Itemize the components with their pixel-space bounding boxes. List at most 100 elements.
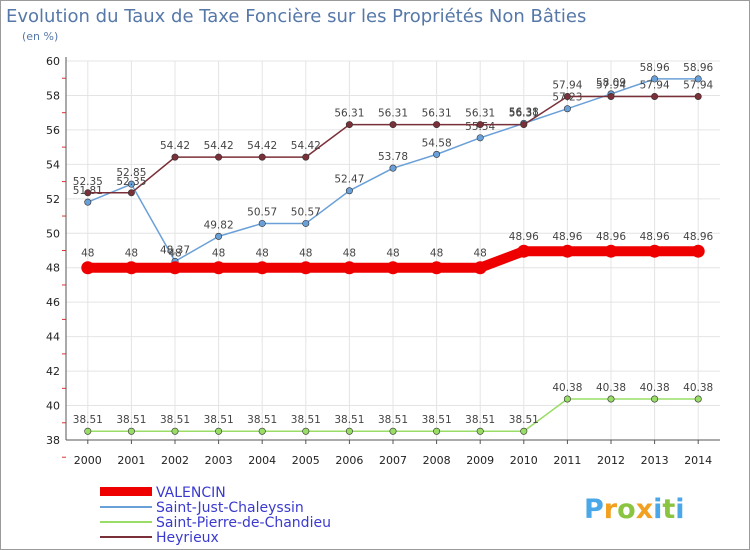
series-saint-pierre-de-chandieu: 38.51 38.51 38.51 38.51 38.51 38.51 38.51 38.51…	[73, 382, 713, 435]
data-point	[81, 261, 95, 275]
legend-item: Heyrieux	[100, 530, 219, 546]
x-tick-label: 2009	[466, 454, 494, 467]
data-point	[476, 121, 484, 129]
x-tick-label: 2003	[205, 454, 233, 467]
y-tick-label: 56	[46, 124, 60, 137]
data-label: 56.31	[334, 108, 364, 120]
data-label: 54.42	[160, 140, 190, 152]
data-point	[691, 244, 705, 258]
y-tick-label: 40	[46, 400, 60, 413]
legend-item: VALENCIN	[100, 485, 226, 501]
proxiti-logo: Proxiti	[584, 494, 685, 525]
x-tick-label: 2004	[248, 454, 276, 467]
data-label: 48	[212, 248, 225, 260]
logo-letter: P	[584, 494, 604, 525]
data-point	[84, 427, 92, 435]
data-label: 38.51	[291, 414, 321, 426]
data-point	[651, 92, 659, 100]
legend-swatch	[100, 536, 152, 538]
data-label: 48	[343, 248, 356, 260]
data-label: 50.57	[247, 206, 277, 218]
chart-title: Evolution du Taux de Taxe Foncière sur l…	[6, 6, 586, 27]
data-point	[648, 244, 662, 258]
y-tick-label: 52	[46, 193, 60, 206]
data-label: 56.31	[465, 108, 495, 120]
data-point	[563, 395, 571, 403]
data-label: 58.96	[683, 62, 713, 74]
data-label: 38.51	[422, 414, 452, 426]
data-label: 50.57	[291, 206, 321, 218]
data-label: 54.58	[422, 137, 452, 149]
legend-item: Saint-Just-Chaleyssin	[100, 500, 304, 516]
data-label: 56.31	[422, 108, 452, 120]
logo-letter: o	[617, 494, 636, 525]
data-point	[84, 198, 92, 206]
data-label: 40.38	[683, 382, 713, 394]
y-tick-label: 44	[46, 331, 60, 344]
data-point	[607, 92, 615, 100]
data-point	[389, 427, 397, 435]
logo-letter: x	[636, 494, 653, 525]
data-point	[215, 427, 223, 435]
axes: 38 40 42 44 46 48 50 52 54 56 58 60 2000 2001 2002 2003…	[46, 55, 720, 467]
x-tick-label: 2007	[379, 454, 407, 467]
series-heyrieux: 52.35 52.35 54.42 54.42 54.42 54.42 56.31 56.31…	[73, 79, 714, 197]
y-axis-unit: (en %)	[22, 30, 58, 43]
logo-letter: i	[653, 494, 662, 525]
series-valencin: 48 48 48 48 48 48 48 48 48 48 48.96 48.96 48.96 48.96…	[81, 231, 714, 275]
data-point	[215, 153, 223, 161]
x-tick-label: 2008	[423, 454, 451, 467]
data-label: 48	[430, 248, 443, 260]
data-point	[342, 261, 356, 275]
data-label: 52.47	[334, 174, 364, 186]
data-label: 48	[299, 248, 312, 260]
data-point	[476, 427, 484, 435]
data-point	[127, 427, 135, 435]
y-tick-label: 42	[46, 365, 60, 378]
data-label: 48.96	[683, 231, 713, 243]
data-label: 38.51	[116, 414, 146, 426]
data-point	[694, 395, 702, 403]
data-point	[127, 180, 135, 188]
data-label: 38.51	[465, 414, 495, 426]
x-tick-label: 2001	[117, 454, 145, 467]
data-point	[694, 75, 702, 83]
data-point	[389, 164, 397, 172]
data-point	[127, 189, 135, 197]
data-label: 48.96	[596, 231, 626, 243]
data-point	[607, 395, 615, 403]
legend-swatch	[100, 487, 152, 496]
data-label: 52.35	[116, 176, 146, 188]
data-label: 38.51	[160, 414, 190, 426]
data-label: 48	[81, 248, 94, 260]
data-label: 48	[168, 248, 181, 260]
data-point	[694, 92, 702, 100]
x-tick-label: 2012	[597, 454, 625, 467]
series-saint-just-chaleyssin: 51.8152.8548.3749.8250.5750.5752.4753.78…	[73, 62, 714, 265]
y-tick-label: 38	[46, 434, 60, 447]
data-point	[345, 121, 353, 129]
data-point	[473, 261, 487, 275]
data-point	[651, 75, 659, 83]
data-point	[171, 427, 179, 435]
data-point	[255, 261, 269, 275]
data-point	[517, 244, 531, 258]
data-label: 48	[386, 248, 399, 260]
legend: VALENCINSaint-Just-ChaleyssinSaint-Pierr…	[100, 485, 331, 546]
data-label: 38.51	[204, 414, 234, 426]
data-point	[520, 121, 528, 129]
data-point	[171, 153, 179, 161]
data-point	[215, 232, 223, 240]
data-point	[476, 134, 484, 142]
data-label: 57.94	[596, 79, 626, 91]
data-point	[258, 219, 266, 227]
data-label: 40.38	[596, 382, 626, 394]
x-tick-label: 2005	[292, 454, 320, 467]
data-point	[433, 427, 441, 435]
data-point	[389, 121, 397, 129]
data-point	[302, 427, 310, 435]
data-label: 54.42	[204, 140, 234, 152]
data-point	[212, 261, 226, 275]
data-label: 48.96	[640, 231, 670, 243]
data-label: 48.96	[509, 231, 539, 243]
